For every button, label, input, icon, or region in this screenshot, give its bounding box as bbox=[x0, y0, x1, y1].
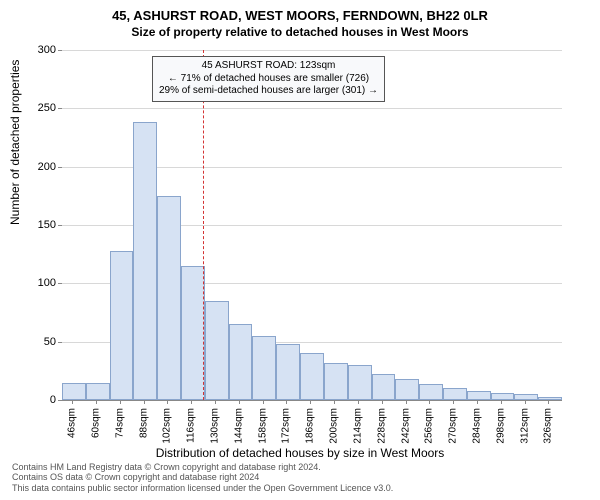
xtick-label: 88sqm bbox=[138, 408, 149, 438]
xtick-mark bbox=[382, 400, 383, 404]
chart-area: 05010015020025030045 ASHURST ROAD: 123sq… bbox=[62, 50, 562, 400]
xtick-label: 74sqm bbox=[114, 408, 125, 438]
ytick-mark bbox=[58, 50, 62, 51]
xtick-mark bbox=[501, 400, 502, 404]
xtick-label: 46sqm bbox=[67, 408, 78, 438]
gridline bbox=[62, 108, 562, 109]
xtick-mark bbox=[215, 400, 216, 404]
xtick-mark bbox=[96, 400, 97, 404]
annotation-line: ← 71% of detached houses are smaller (72… bbox=[159, 73, 378, 86]
xtick-label: 312sqm bbox=[519, 408, 530, 444]
histogram-bar bbox=[205, 301, 229, 400]
annotation-line: 29% of semi-detached houses are larger (… bbox=[159, 85, 378, 98]
x-axis-label: Distribution of detached houses by size … bbox=[0, 446, 600, 460]
xtick-label: 298sqm bbox=[495, 408, 506, 444]
histogram-bar bbox=[252, 336, 276, 400]
xtick-mark bbox=[334, 400, 335, 404]
xtick-label: 214sqm bbox=[352, 408, 363, 444]
ytick-mark bbox=[58, 283, 62, 284]
xtick-label: 200sqm bbox=[329, 408, 340, 444]
xtick-mark bbox=[310, 400, 311, 404]
xtick-label: 186sqm bbox=[305, 408, 316, 444]
ytick-label: 200 bbox=[16, 161, 56, 173]
ytick-mark bbox=[58, 167, 62, 168]
histogram-bar bbox=[348, 365, 372, 400]
histogram-bar bbox=[110, 251, 134, 400]
xtick-label: 270sqm bbox=[448, 408, 459, 444]
annotation-line: 45 ASHURST ROAD: 123sqm bbox=[159, 60, 378, 73]
xtick-label: 284sqm bbox=[471, 408, 482, 444]
xtick-label: 242sqm bbox=[400, 408, 411, 444]
histogram-bar bbox=[324, 363, 348, 400]
histogram-bar bbox=[395, 379, 419, 400]
histogram-bar bbox=[276, 344, 300, 400]
xtick-mark bbox=[239, 400, 240, 404]
histogram-bar bbox=[514, 394, 538, 400]
footer-attribution: Contains HM Land Registry data © Crown c… bbox=[12, 462, 393, 494]
xtick-mark bbox=[406, 400, 407, 404]
xtick-mark bbox=[72, 400, 73, 404]
xtick-mark bbox=[120, 400, 121, 404]
xtick-mark bbox=[477, 400, 478, 404]
histogram-bar bbox=[157, 196, 181, 400]
xtick-mark bbox=[525, 400, 526, 404]
xtick-label: 158sqm bbox=[257, 408, 268, 444]
histogram-bar bbox=[86, 383, 110, 401]
xtick-mark bbox=[167, 400, 168, 404]
xtick-label: 228sqm bbox=[376, 408, 387, 444]
xtick-label: 256sqm bbox=[424, 408, 435, 444]
ytick-mark bbox=[58, 108, 62, 109]
ytick-label: 150 bbox=[16, 219, 56, 231]
ytick-mark bbox=[58, 342, 62, 343]
histogram-bar bbox=[538, 397, 562, 401]
histogram-bar bbox=[443, 388, 467, 400]
xtick-label: 130sqm bbox=[210, 408, 221, 444]
xtick-mark bbox=[286, 400, 287, 404]
xtick-mark bbox=[358, 400, 359, 404]
xtick-mark bbox=[144, 400, 145, 404]
marker-line bbox=[203, 50, 205, 400]
ytick-label: 250 bbox=[16, 102, 56, 114]
xtick-mark bbox=[429, 400, 430, 404]
xtick-label: 144sqm bbox=[233, 408, 244, 444]
histogram-bar bbox=[419, 384, 443, 400]
footer-line: Contains OS data © Crown copyright and d… bbox=[12, 472, 393, 483]
xtick-label: 102sqm bbox=[162, 408, 173, 444]
xtick-label: 326sqm bbox=[543, 408, 554, 444]
footer-line: This data contains public sector informa… bbox=[12, 483, 393, 494]
ytick-label: 50 bbox=[16, 336, 56, 348]
histogram-bar bbox=[300, 353, 324, 400]
y-axis-label: Number of detached properties bbox=[8, 60, 22, 225]
annotation-box: 45 ASHURST ROAD: 123sqm← 71% of detached… bbox=[152, 56, 385, 102]
histogram-bar bbox=[467, 391, 491, 400]
ytick-label: 300 bbox=[16, 44, 56, 56]
histogram-bar bbox=[62, 383, 86, 401]
ytick-mark bbox=[58, 225, 62, 226]
histogram-bar bbox=[491, 393, 515, 400]
xtick-label: 116sqm bbox=[186, 408, 197, 443]
histogram-bar bbox=[229, 324, 253, 400]
plot-region: 05010015020025030045 ASHURST ROAD: 123sq… bbox=[62, 50, 562, 400]
histogram-bar bbox=[372, 374, 396, 400]
xtick-mark bbox=[548, 400, 549, 404]
footer-line: Contains HM Land Registry data © Crown c… bbox=[12, 462, 393, 473]
histogram-bar bbox=[133, 122, 157, 400]
xtick-label: 172sqm bbox=[281, 408, 292, 444]
xtick-label: 60sqm bbox=[91, 408, 102, 438]
histogram-bar bbox=[181, 266, 205, 400]
ytick-label: 0 bbox=[16, 394, 56, 406]
gridline bbox=[62, 50, 562, 51]
x-axis-line bbox=[62, 400, 562, 401]
page-title: 45, ASHURST ROAD, WEST MOORS, FERNDOWN, … bbox=[0, 0, 600, 25]
page-subtitle: Size of property relative to detached ho… bbox=[0, 25, 600, 41]
xtick-mark bbox=[453, 400, 454, 404]
ytick-label: 100 bbox=[16, 277, 56, 289]
xtick-mark bbox=[263, 400, 264, 404]
xtick-mark bbox=[191, 400, 192, 404]
